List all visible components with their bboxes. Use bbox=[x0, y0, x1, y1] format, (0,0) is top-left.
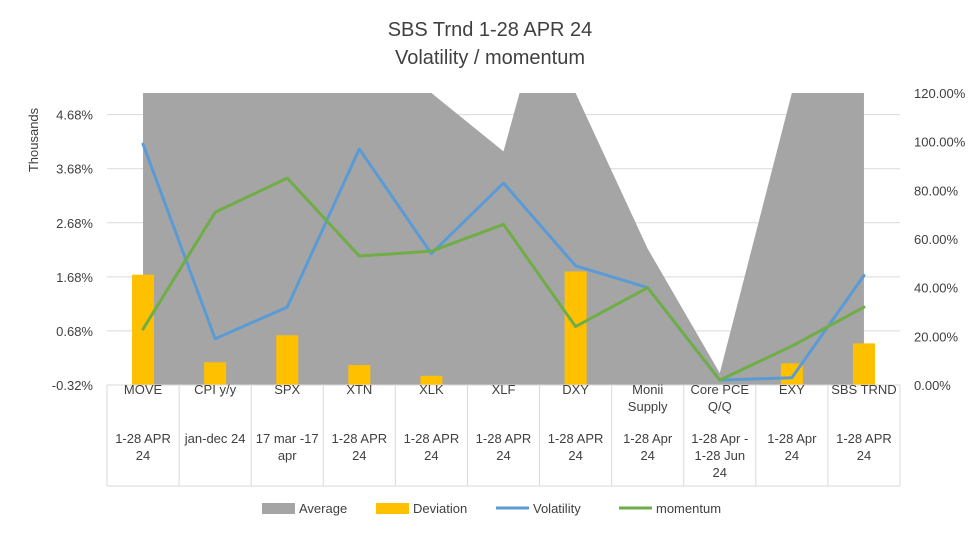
category-period-label: 1-28 Apr bbox=[623, 431, 673, 446]
category-period-label: jan-dec 24 bbox=[184, 431, 246, 446]
category-period-label: 24 bbox=[136, 448, 150, 463]
category-period-label: apr bbox=[278, 448, 297, 463]
y-left-tick-label: -0.32% bbox=[52, 378, 94, 393]
category-period-label: 24 bbox=[857, 448, 871, 463]
category-period-label: 24 bbox=[424, 448, 438, 463]
category-label: SPX bbox=[274, 382, 300, 397]
volatility-line bbox=[141, 142, 866, 382]
category-label: MOVE bbox=[124, 382, 163, 397]
category-period-label: 1-28 Jun bbox=[694, 448, 745, 463]
category-period-label: 24 bbox=[713, 465, 727, 480]
category-period-label: 1-28 APR bbox=[548, 431, 604, 446]
category-label: EXY bbox=[779, 382, 805, 397]
category-label: XTN bbox=[346, 382, 372, 397]
category-label: XLF bbox=[492, 382, 516, 397]
category-period-label: 1-28 Apr - bbox=[691, 431, 748, 446]
y-left-tick-label: 2.68% bbox=[56, 216, 93, 231]
deviation-bar bbox=[204, 362, 227, 385]
y-right-tick-label: 20.00% bbox=[914, 329, 959, 344]
category-period-label: 1-28 APR bbox=[404, 431, 460, 446]
category-label: DXY bbox=[562, 382, 589, 397]
legend-label: Average bbox=[299, 501, 347, 516]
chart-subtitle: Volatility / momentum bbox=[395, 47, 585, 69]
category-period-label: 17 mar -17 bbox=[256, 431, 319, 446]
category-label: Supply bbox=[628, 399, 668, 414]
deviation-bar bbox=[852, 343, 875, 385]
y-right-tick-label: 120.00% bbox=[914, 86, 966, 101]
category-label: Q/Q bbox=[708, 399, 732, 414]
category-label: XLK bbox=[419, 382, 444, 397]
y-left-tick-label: 4.68% bbox=[56, 108, 93, 123]
y-right-tick-label: 100.00% bbox=[914, 135, 966, 150]
category-period-label: 24 bbox=[352, 448, 366, 463]
category-label: Monii bbox=[632, 382, 663, 397]
category-label: CPI y/y bbox=[194, 382, 236, 397]
chart-title: SBS Trnd 1-28 APR 24 bbox=[388, 19, 593, 41]
category-label: Core PCE bbox=[691, 382, 750, 397]
deviation-bar bbox=[276, 335, 299, 385]
category-period-label: 24 bbox=[496, 448, 510, 463]
average-area bbox=[143, 93, 864, 385]
y-left-axis-label: Thousands bbox=[26, 107, 41, 172]
deviation-bar bbox=[564, 271, 587, 385]
legend-label: momentum bbox=[656, 501, 721, 516]
y-left-tick-label: 3.68% bbox=[56, 162, 93, 177]
y-right-tick-label: 0.00% bbox=[914, 378, 951, 393]
y-right-tick-label: 80.00% bbox=[914, 183, 959, 198]
category-period-label: 24 bbox=[640, 448, 654, 463]
deviation-bar bbox=[420, 375, 443, 385]
legend-swatch-deviation bbox=[376, 503, 409, 514]
category-period-label: 1-28 APR bbox=[836, 431, 892, 446]
category-period-label: 24 bbox=[568, 448, 582, 463]
category-period-label: 1-28 APR bbox=[115, 431, 171, 446]
legend-swatch-average bbox=[262, 503, 295, 514]
y-right-tick-label: 40.00% bbox=[914, 281, 959, 296]
category-period-label: 1-28 Apr bbox=[767, 431, 817, 446]
deviation-bar bbox=[348, 364, 371, 385]
category-label: SBS TRND bbox=[831, 382, 897, 397]
y-left-tick-label: 1.68% bbox=[56, 270, 93, 285]
momentum-line bbox=[141, 176, 866, 382]
legend-label: Deviation bbox=[413, 501, 467, 516]
category-period-label: 24 bbox=[785, 448, 799, 463]
category-period-label: 1-28 APR bbox=[331, 431, 387, 446]
y-right-tick-label: 60.00% bbox=[914, 232, 959, 247]
y-left-tick-label: 0.68% bbox=[56, 324, 93, 339]
category-period-label: 1-28 APR bbox=[476, 431, 532, 446]
legend-label: Volatility bbox=[533, 501, 581, 516]
